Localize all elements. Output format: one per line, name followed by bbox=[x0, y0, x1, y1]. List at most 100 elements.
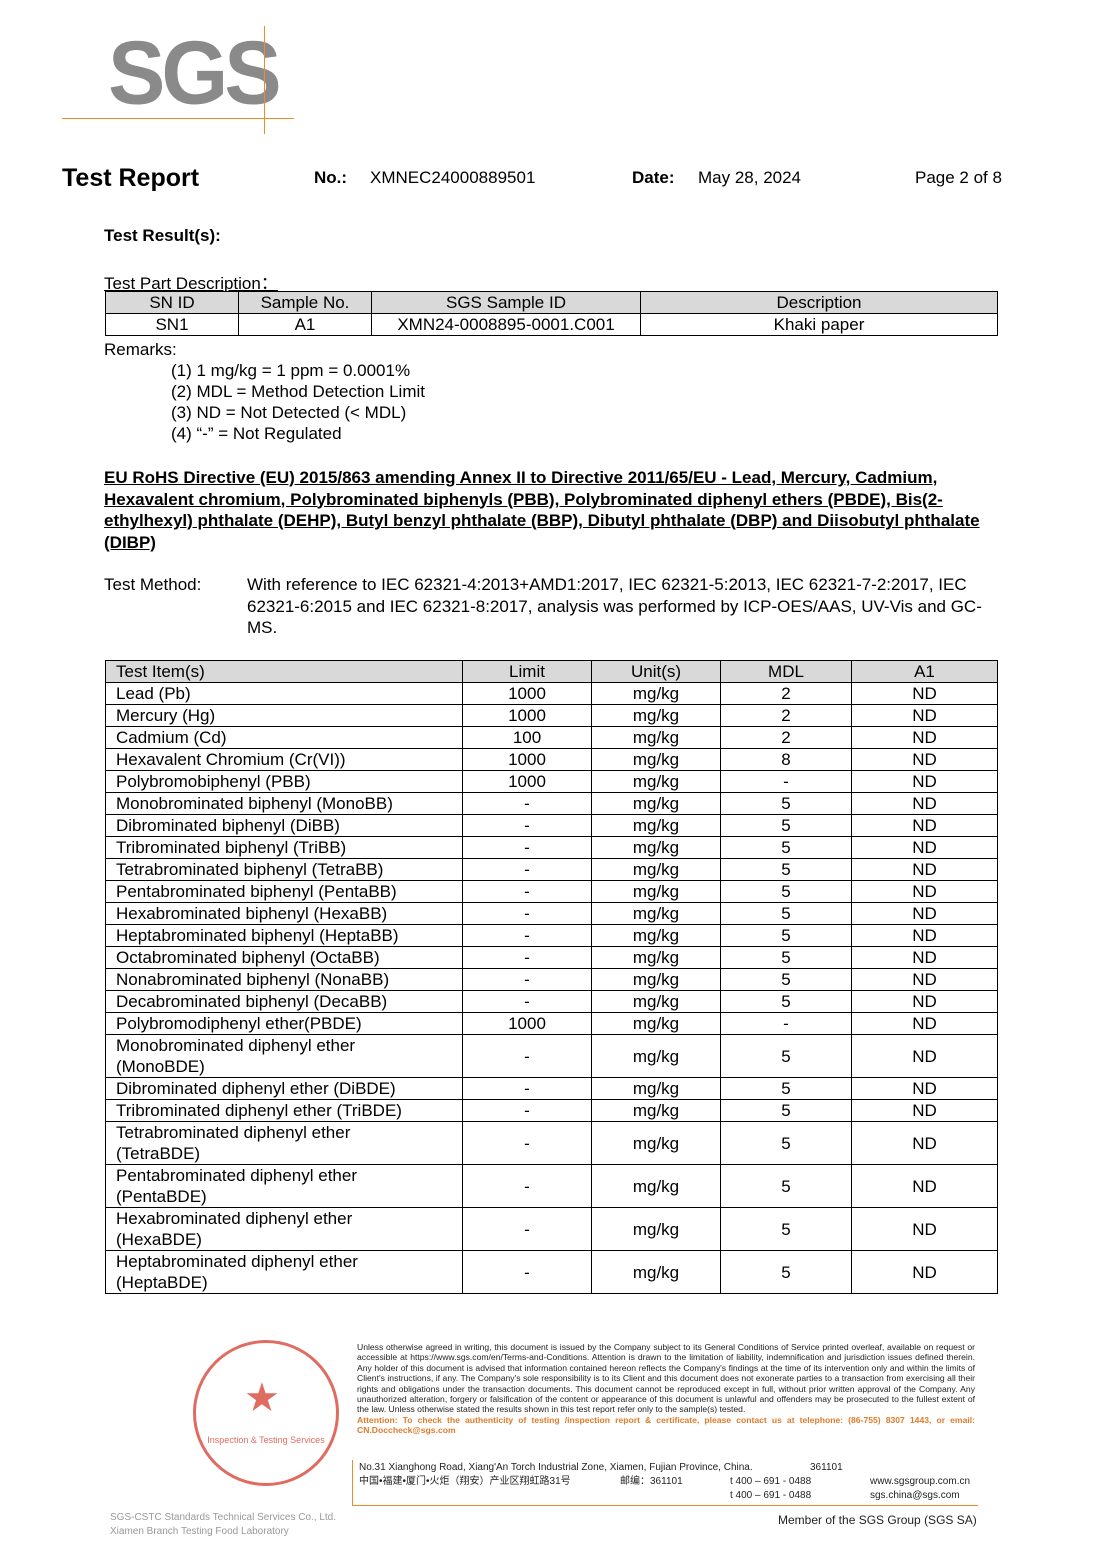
table-row: Monobrominated diphenyl ether (MonoBDE) -… bbox=[105, 1034, 998, 1078]
table-cell: Cadmium (Cd) bbox=[105, 726, 463, 749]
table-cell: - bbox=[720, 770, 852, 793]
table-cell: ND bbox=[851, 946, 998, 969]
table-cell: Tetrabrominated biphenyl (TetraBB) bbox=[105, 858, 463, 881]
logo-rule bbox=[264, 26, 265, 134]
table-cell: 5 bbox=[720, 880, 852, 903]
company-branch: Xiamen Branch Testing Food Laboratory bbox=[110, 1526, 289, 1537]
table-cell: 2 bbox=[720, 682, 852, 705]
table-cell: ND bbox=[851, 1164, 998, 1208]
table-cell: ND bbox=[851, 748, 998, 771]
table-cell: 5 bbox=[720, 836, 852, 859]
sgs-logo: SGS bbox=[108, 22, 282, 124]
table-cell: - bbox=[462, 1034, 592, 1078]
table-row: Hexabrominated biphenyl (HexaBB) - mg/kg 5 N… bbox=[105, 902, 998, 925]
table-cell: Heptabrominated diphenyl ether (HeptaBDE… bbox=[105, 1250, 463, 1294]
table-cell: Polybromobiphenyl (PBB) bbox=[105, 770, 463, 793]
telephone: t 400 – 691 - 0488 bbox=[730, 1476, 812, 1487]
table-cell: Sample No. bbox=[238, 291, 372, 314]
table-cell: ND bbox=[851, 1207, 998, 1251]
table-cell: Hexavalent Chromium (Cr(VI)) bbox=[105, 748, 463, 771]
table-cell: - bbox=[720, 1012, 852, 1035]
table-row: SN1 A1 XMN24-0008895-0001.C001 Khaki paper bbox=[105, 313, 998, 336]
remark-item: (4) “-” = Not Regulated bbox=[171, 424, 342, 443]
table-cell: Tribrominated biphenyl (TriBB) bbox=[105, 836, 463, 859]
table-cell: - bbox=[462, 968, 592, 991]
table-cell: Heptabrominated biphenyl (HeptaBB) bbox=[105, 924, 463, 947]
table-cell: 5 bbox=[720, 792, 852, 815]
page-number: Page 2 of 8 bbox=[915, 168, 1002, 187]
table-cell: Tetrabrominated diphenyl ether (TetraBDE… bbox=[105, 1121, 463, 1165]
table-cell: Khaki paper bbox=[640, 313, 998, 336]
table-cell: 5 bbox=[720, 1207, 852, 1251]
table-cell: mg/kg bbox=[591, 836, 721, 859]
results-heading: Test Result(s): bbox=[104, 226, 221, 245]
table-cell: Monobrominated diphenyl ether (MonoBDE) bbox=[105, 1034, 463, 1078]
report-title: Test Report bbox=[62, 164, 200, 192]
table-row: Tetrabrominated biphenyl (TetraBB) - mg/kg… bbox=[105, 858, 998, 881]
table-cell: ND bbox=[851, 1121, 998, 1165]
sample-table: SN ID Sample No. SGS Sample ID Description S… bbox=[105, 291, 998, 336]
table-row: Tetrabrominated diphenyl ether (TetraBDE… bbox=[105, 1121, 998, 1165]
table-cell: Unit(s) bbox=[591, 660, 721, 683]
table-header-row: SN ID Sample No. SGS Sample ID Description bbox=[105, 291, 998, 314]
table-row: Pentabrominated biphenyl (PentaBB) - mg/kg… bbox=[105, 880, 998, 903]
email-link[interactable]: sgs.china@sgs.com bbox=[870, 1490, 960, 1501]
remark-item: (3) ND = Not Detected (< MDL) bbox=[171, 403, 407, 422]
results-table: Test Item(s) Limit Unit(s) MDL A1 Lead (Pb) 10… bbox=[105, 660, 998, 1294]
table-row: Tribrominated diphenyl ether (TriBDE) - mg… bbox=[105, 1099, 998, 1122]
table-row: Cadmium (Cd) 100 mg/kg 2 ND bbox=[105, 726, 998, 749]
table-cell: 100 bbox=[462, 726, 592, 749]
disclaimer: Unless otherwise agreed in writing, this… bbox=[357, 1342, 975, 1436]
table-cell: 5 bbox=[720, 1250, 852, 1294]
test-method-text: With reference to IEC 62321-4:2013+AMD1:… bbox=[247, 575, 982, 637]
table-cell: Test Item(s) bbox=[105, 660, 463, 683]
table-row: Octabrominated biphenyl (OctaBB) - mg/kg 5 N… bbox=[105, 946, 998, 969]
authenticity-notice: Attention: To check the authenticity of … bbox=[357, 1414, 975, 1436]
date-label: Date: bbox=[632, 168, 675, 187]
table-cell: Pentabrominated diphenyl ether (PentaBDE… bbox=[105, 1164, 463, 1208]
table-cell: - bbox=[462, 1121, 592, 1165]
table-cell: Mercury (Hg) bbox=[105, 704, 463, 727]
table-cell: ND bbox=[851, 1099, 998, 1122]
address-cn: 中国•福建•厦门•火炬（翔安）产业区翔虹路31号 bbox=[359, 1476, 571, 1487]
no-label: No.: bbox=[314, 168, 348, 187]
address-en: No.31 Xianghong Road, Xiang'An Torch Ind… bbox=[359, 1462, 753, 1473]
directive-title: EU RoHS Directive (EU) 2015/863 amending… bbox=[104, 468, 980, 552]
table-cell: mg/kg bbox=[591, 1077, 721, 1100]
remarks-label: Remarks: bbox=[104, 340, 177, 359]
star-icon: ★ bbox=[244, 1376, 280, 1420]
table-cell: A1 bbox=[851, 660, 998, 683]
table-cell: ND bbox=[851, 880, 998, 903]
table-cell: 5 bbox=[720, 858, 852, 881]
table-cell: - bbox=[462, 1164, 592, 1208]
table-row: Monobrominated biphenyl (MonoBB) - mg/kg 5 N… bbox=[105, 792, 998, 815]
table-cell: SN1 bbox=[105, 313, 239, 336]
table-cell: ND bbox=[851, 990, 998, 1013]
table-cell: A1 bbox=[238, 313, 372, 336]
table-cell: - bbox=[462, 814, 592, 837]
table-cell: Dibrominated biphenyl (DiBB) bbox=[105, 814, 463, 837]
table-cell: mg/kg bbox=[591, 726, 721, 749]
table-cell: - bbox=[462, 1207, 592, 1251]
website-link[interactable]: www.sgsgroup.com.cn bbox=[870, 1476, 971, 1487]
table-cell: Limit bbox=[462, 660, 592, 683]
table-cell: 1000 bbox=[462, 682, 592, 705]
table-row: Heptabrominated diphenyl ether (HeptaBDE… bbox=[105, 1250, 998, 1294]
table-header-row: Test Item(s) Limit Unit(s) MDL A1 bbox=[105, 660, 998, 683]
member-note: Member of the SGS Group (SGS SA) bbox=[778, 1513, 977, 1527]
table-cell: mg/kg bbox=[591, 1121, 721, 1165]
table-cell: mg/kg bbox=[591, 814, 721, 837]
table-row: Hexavalent Chromium (Cr(VI)) 1000 mg/kg 8 ND bbox=[105, 748, 998, 771]
table-cell: SN ID bbox=[105, 291, 239, 314]
postcode-en: 361101 bbox=[810, 1462, 843, 1473]
table-cell: Monobrominated biphenyl (MonoBB) bbox=[105, 792, 463, 815]
table-cell: mg/kg bbox=[591, 880, 721, 903]
table-cell: Octabrominated biphenyl (OctaBB) bbox=[105, 946, 463, 969]
table-cell: 1000 bbox=[462, 770, 592, 793]
table-cell: SGS Sample ID bbox=[371, 291, 641, 314]
table-cell: ND bbox=[851, 924, 998, 947]
table-cell: - bbox=[462, 880, 592, 903]
table-cell: Decabrominated biphenyl (DecaBB) bbox=[105, 990, 463, 1013]
table-cell: ND bbox=[851, 726, 998, 749]
table-cell: mg/kg bbox=[591, 1099, 721, 1122]
